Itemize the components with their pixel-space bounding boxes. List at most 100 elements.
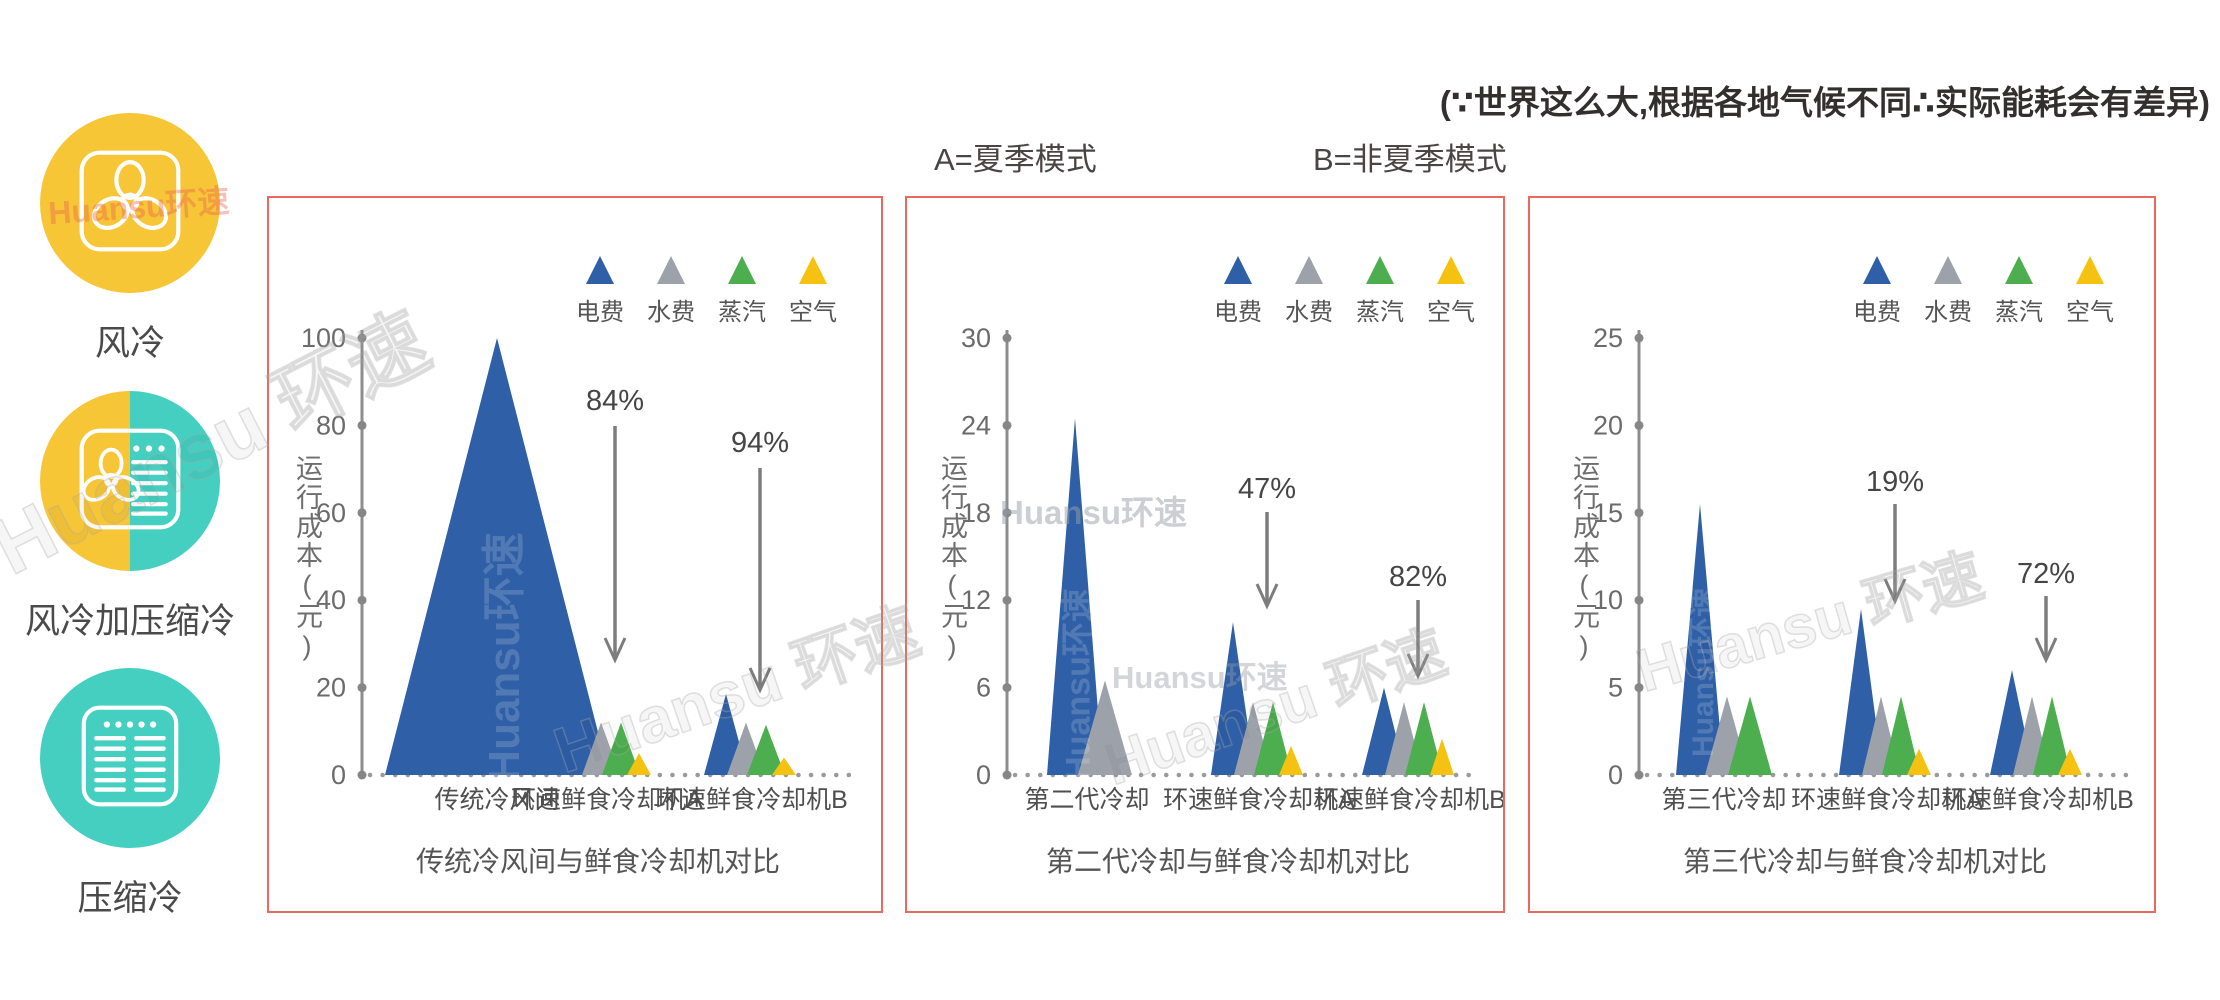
y-axis-tick-dot	[1002, 595, 1012, 605]
legend-triangle-icon	[2076, 256, 2104, 284]
fan-icon	[67, 138, 193, 269]
legend-label: 电费	[576, 299, 624, 326]
chart-panel-gen3-vs-fresh: 0 5 10 15 20 25 第三代冷却 环速鲜食冷却机A 19% 环速鲜食冷却机B 72% 电费…	[1528, 196, 2156, 913]
legend-item-水费: 水费	[647, 256, 695, 327]
triangle-bar-chart-2: 0 6 12 18 24 30 第二代冷却 环速鲜食冷却机A 47% 环速鲜食冷却机B 82%	[961, 323, 1503, 814]
y-axis-tick-label: 0	[976, 760, 991, 790]
legend-triangle-icon	[1863, 256, 1891, 284]
sidebar-item-compression-cooling: 压缩冷	[0, 668, 260, 921]
mode-label-non-summer: B=非夏季模式	[1313, 142, 1507, 177]
legend-label: 水费	[647, 299, 695, 326]
legend-triangle-icon	[1437, 256, 1465, 284]
y-axis-tick-dot	[357, 333, 367, 343]
reduction-arrow-head	[1406, 653, 1430, 680]
reduction-arrow-head	[1883, 578, 1907, 605]
legend-triangle-icon	[586, 256, 614, 284]
y-axis-tick-dot	[1002, 420, 1012, 430]
reduction-percent-label: 19%	[1866, 466, 1924, 498]
bar-蒸汽	[1882, 696, 1920, 775]
sidebar-label-air-cooling: 风冷	[94, 324, 165, 363]
legend-label: 电费	[1214, 299, 1262, 326]
sidebar-item-air-plus-compression: 风冷加压缩冷	[0, 391, 260, 644]
reduction-percent-label: 82%	[1389, 561, 1447, 593]
chart-panel-traditional-vs-fresh: 0 20 40 60 80 100 传统冷风间 环速鲜食冷却机A 84% 环速鲜食冷却机B 94% …	[267, 196, 883, 913]
legend-label: 电费	[1853, 299, 1901, 326]
legend-label: 蒸汽	[718, 299, 766, 326]
y-axis-tick-label: 10	[1593, 585, 1623, 615]
chart-title: 第三代冷却与鲜食冷却机对比	[1682, 846, 2047, 877]
y-axis-tick-label: 100	[301, 323, 346, 353]
bar-蒸汽	[1405, 702, 1443, 775]
y-axis-title: 运行成本(元)	[292, 454, 322, 663]
bar-空气	[772, 757, 796, 775]
legend-label: 空气	[2066, 299, 2114, 326]
sidebar-label-air-plus-compression: 风冷加压缩冷	[24, 602, 235, 641]
legend-item-空气: 空气	[1427, 256, 1475, 327]
sidebar-item-air-cooling: 风冷	[0, 113, 260, 366]
air-cooling-circle	[40, 113, 220, 293]
y-axis-tick-label: 6	[976, 673, 991, 703]
legend-item-空气: 空气	[789, 256, 837, 327]
bar-空气	[1430, 738, 1454, 775]
reduction-percent-label: 84%	[586, 385, 644, 417]
legend-item-蒸汽: 蒸汽	[718, 256, 766, 327]
legend-triangle-icon	[728, 256, 756, 284]
chart-title: 传统冷风间与鲜食冷却机对比	[415, 846, 780, 877]
legend-item-蒸汽: 蒸汽	[1356, 256, 1404, 327]
y-axis-tick-label: 40	[316, 585, 346, 615]
legend-label: 空气	[789, 299, 837, 326]
y-axis-tick-label: 20	[1593, 410, 1623, 440]
legend-label: 蒸汽	[1995, 299, 2043, 326]
bar-蒸汽	[1728, 696, 1772, 775]
bar-电费	[1676, 504, 1724, 775]
x-axis-category-label: 环速鲜食冷却机B	[1314, 786, 1503, 814]
compressor-icon	[67, 693, 193, 824]
mode-label-summer: A=夏季模式	[934, 142, 1097, 177]
bar-水费	[1078, 680, 1132, 775]
reduction-arrow-head	[603, 637, 627, 664]
y-axis-tick-label: 0	[1608, 760, 1623, 790]
chart-title: 第二代冷却与鲜食冷却机对比	[1045, 846, 1410, 877]
x-axis-category-label: 环速鲜食冷却机A	[1791, 786, 1983, 814]
reduction-arrow-head	[2034, 637, 2058, 664]
fan-plus-compressor-icon	[67, 416, 193, 547]
bar-空气	[627, 753, 651, 775]
top-annotation: (∵世界这么大,根据各地气候不同∴实际能耗会有差异)	[1439, 84, 2210, 121]
y-axis-tick-label: 12	[961, 585, 991, 615]
y-axis-tick-dot	[1002, 770, 1012, 780]
air-plus-compression-circle	[40, 391, 220, 571]
y-axis-tick-dot	[1002, 683, 1012, 693]
bar-空气	[1907, 748, 1931, 775]
legend-triangle-icon	[2005, 256, 2033, 284]
sidebar-label-compression-cooling: 压缩冷	[77, 879, 183, 918]
y-axis-tick-dot	[357, 420, 367, 430]
compression-cooling-circle	[40, 668, 220, 848]
legend-item-水费: 水费	[1285, 256, 1333, 327]
y-axis-tick-dot	[1634, 420, 1644, 430]
bar-空气	[1279, 745, 1303, 775]
legend-item-电费: 电费	[1214, 256, 1262, 327]
legend-item-水费: 水费	[1924, 256, 1972, 327]
chart-legend: 电费 水费 蒸汽 空气	[1214, 256, 1475, 327]
y-axis-title: 运行成本(元)	[937, 454, 967, 663]
y-axis-title: 运行成本(元)	[1569, 454, 1599, 663]
legend-label: 蒸汽	[1356, 299, 1404, 326]
x-axis-category-label: 环速鲜食冷却机B	[656, 786, 848, 814]
reduction-percent-label: 47%	[1238, 473, 1296, 505]
legend-label: 水费	[1285, 299, 1333, 326]
x-axis-category-label: 传统冷风间	[434, 786, 559, 814]
reduction-arrow-head	[1255, 583, 1279, 610]
y-axis-tick-label: 60	[316, 498, 346, 528]
legend-triangle-icon	[1934, 256, 1962, 284]
y-axis-tick-label: 5	[1608, 673, 1623, 703]
legend-item-空气: 空气	[2066, 256, 2114, 327]
y-axis-tick-label: 30	[961, 323, 991, 353]
y-axis-tick-label: 0	[331, 760, 346, 790]
bar-空气	[2058, 748, 2082, 775]
reduction-percent-label: 72%	[2017, 558, 2075, 590]
y-axis-tick-label: 20	[316, 673, 346, 703]
legend-triangle-icon	[1295, 256, 1323, 284]
bar-电费	[1839, 608, 1883, 775]
y-axis-tick-dot	[1634, 508, 1644, 518]
